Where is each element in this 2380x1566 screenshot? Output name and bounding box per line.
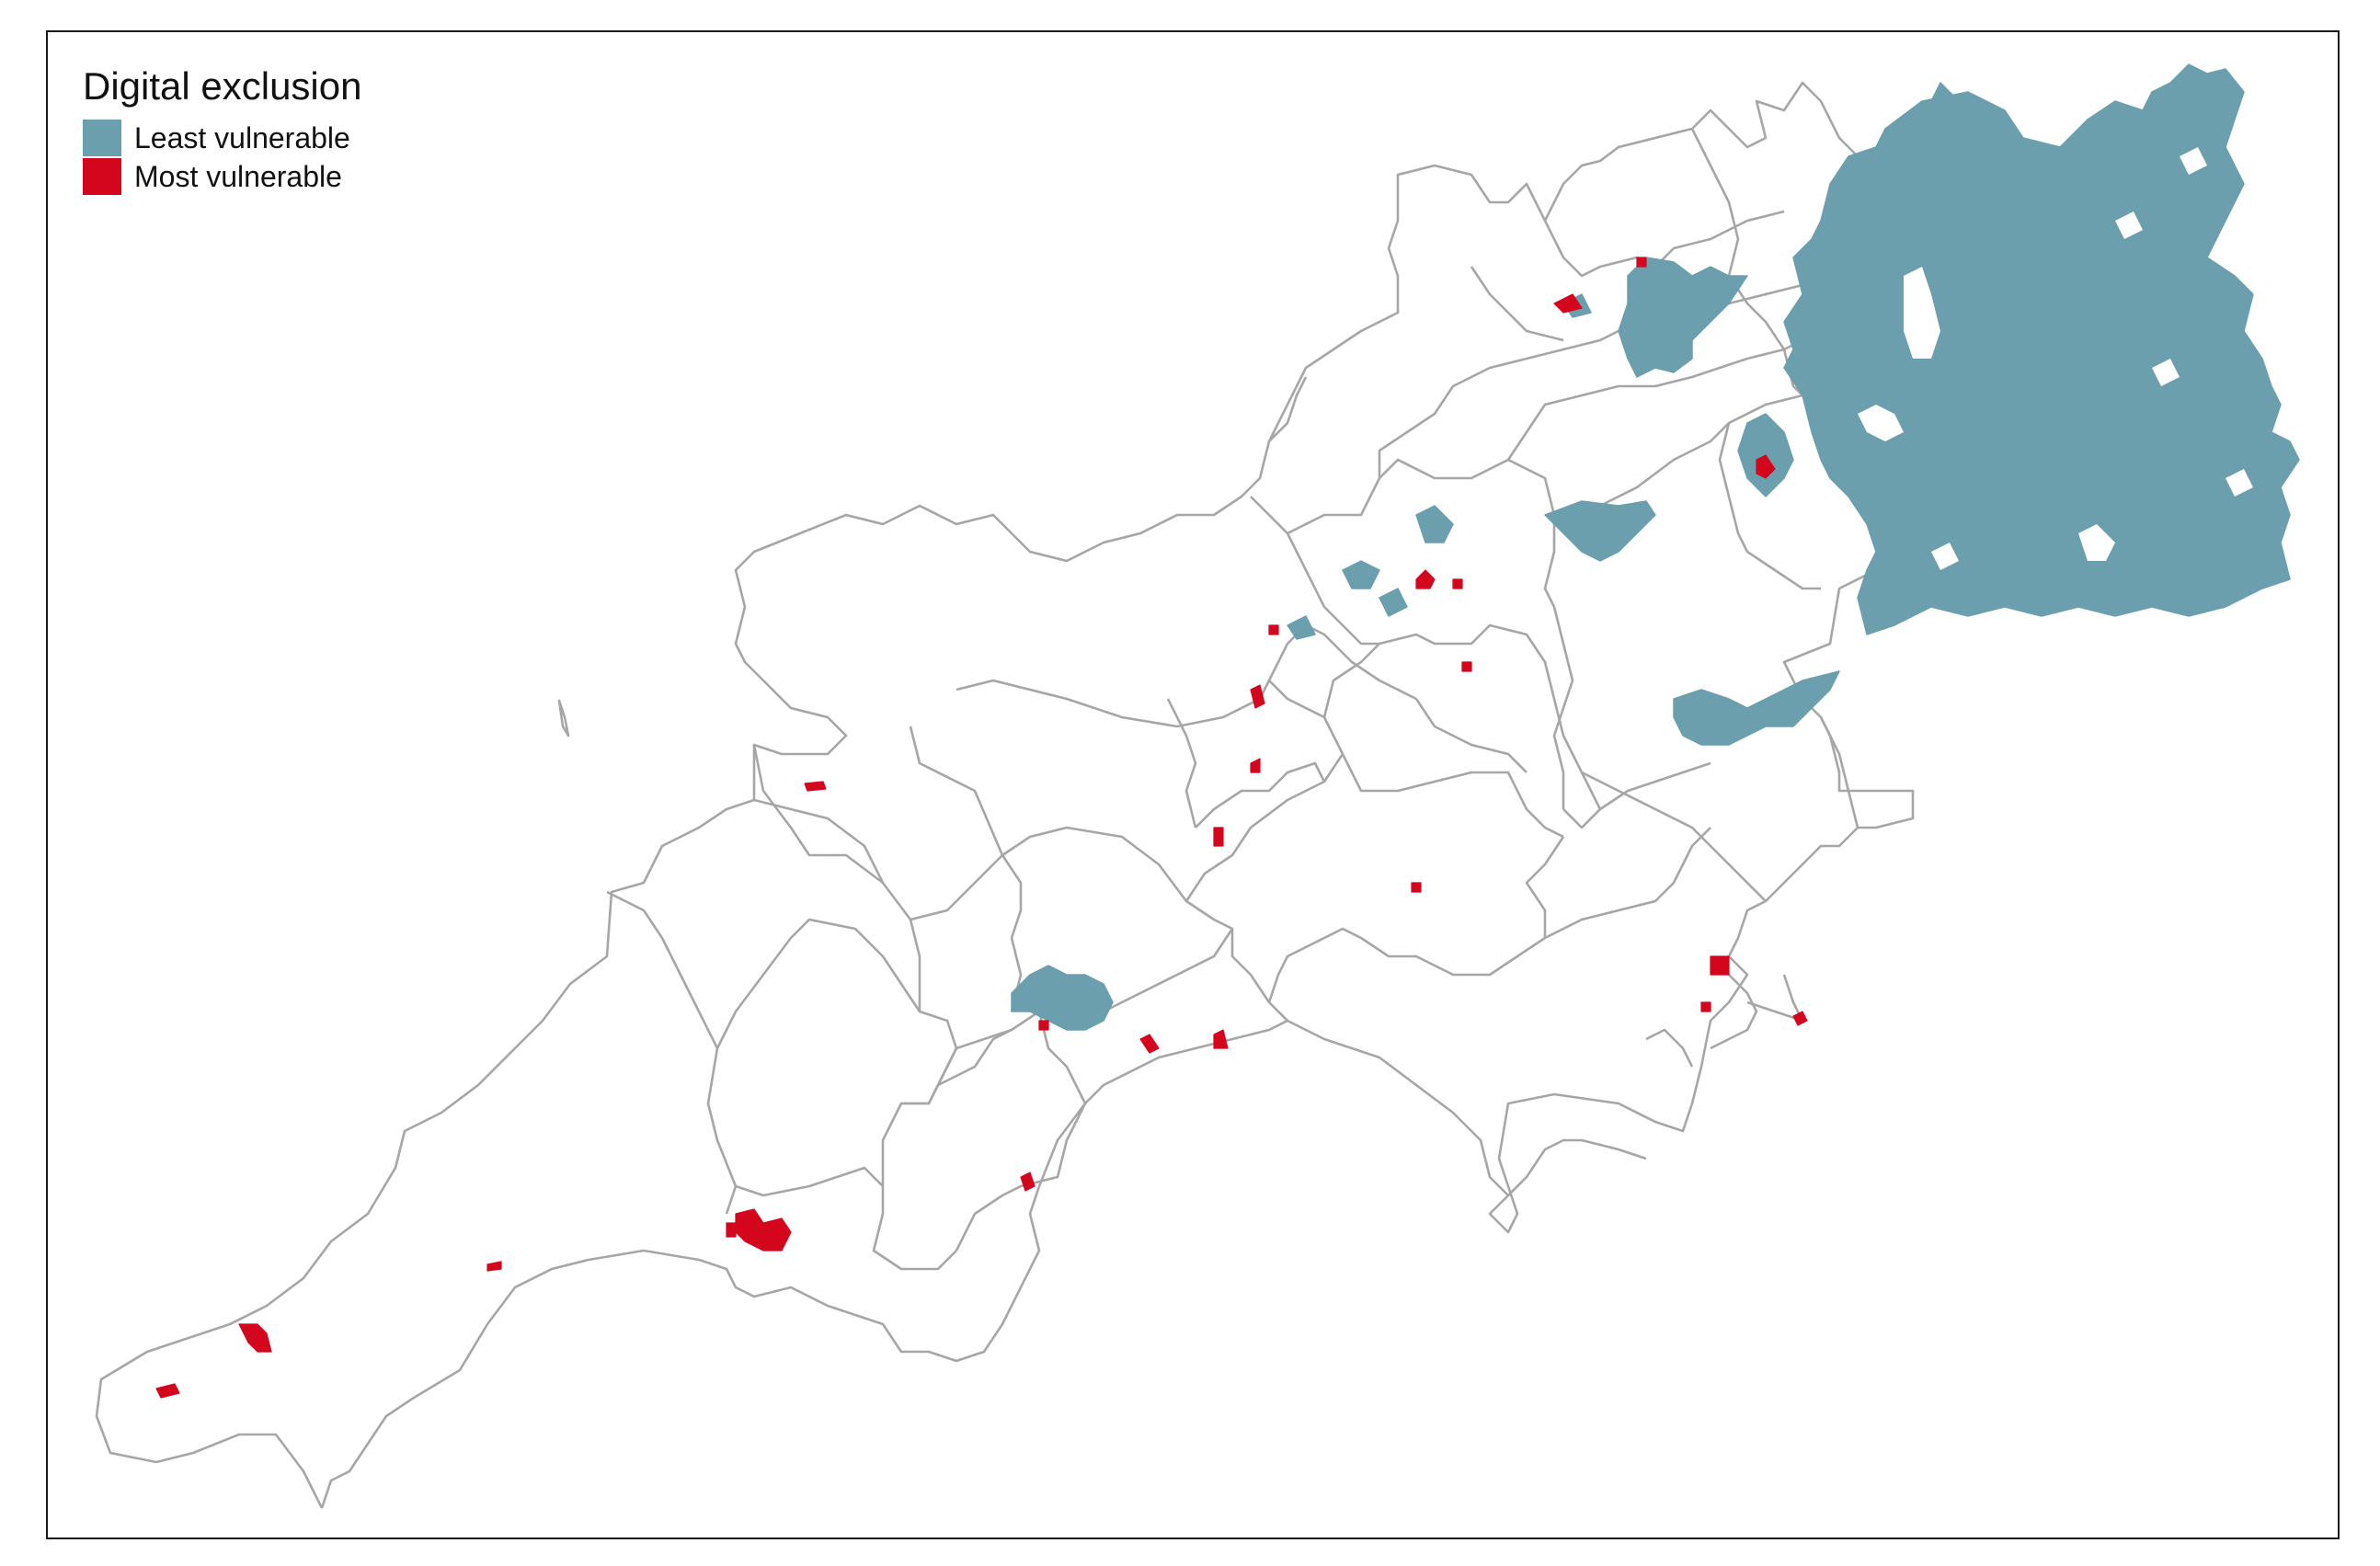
legend: Digital exclusion Least vulnerable Most … [83, 67, 361, 196]
least-vulnerable-areas [1011, 63, 2300, 1031]
boundary-line [1184, 752, 1564, 902]
most-area-central-devon [1250, 758, 1261, 773]
boundary-line [1507, 1138, 1647, 1196]
most-area-taunton-north [1250, 684, 1265, 709]
boundary-line [753, 798, 921, 1012]
most-area-exeter-south [1139, 1034, 1160, 1054]
boundary-line [910, 826, 1288, 1022]
most-area-north-devon [804, 781, 827, 792]
boundary-line [1690, 128, 1803, 396]
most-vulnerable-areas [155, 257, 1808, 1399]
least-area-coastal [1287, 615, 1316, 640]
least-area-northeast-tip [1912, 82, 1969, 139]
coast-line [1645, 1028, 1694, 1068]
coast-line [1268, 376, 1308, 442]
region-outline-south [320, 220, 1915, 1509]
boundary-line [1250, 496, 1379, 646]
least-area-exeter [1011, 965, 1114, 1031]
most-area-poole [1710, 955, 1730, 976]
legend-item-most-vulnerable: Most vulnerable [83, 157, 361, 196]
boundary-line [1378, 274, 1822, 478]
coast-line [1710, 974, 1758, 1050]
legend-label-most-vulnerable: Most vulnerable [134, 160, 342, 193]
boundary-line [1544, 827, 1711, 940]
most-area-yeovil [1411, 882, 1422, 893]
boundary-line [1718, 422, 1821, 590]
boundary-line [955, 623, 1417, 728]
most-area-west-cornwall [238, 1323, 272, 1353]
least-area-large-east [1783, 63, 2300, 635]
boundary-line [1470, 266, 1564, 342]
boundary-line [955, 1011, 1087, 1252]
boundary-line [606, 890, 738, 1215]
least-area-holes [1858, 147, 2253, 570]
boundary-line [1819, 716, 1859, 829]
boundary-line [1581, 771, 1767, 902]
most-area-bournemouth [1792, 1011, 1808, 1026]
boundary-line [1506, 338, 1803, 461]
most-area-north-tip [1636, 257, 1647, 268]
legend-label-least-vulnerable: Least vulnerable [134, 121, 350, 154]
most-area-exmouth [1213, 1029, 1229, 1049]
boundary-line [1268, 680, 1325, 719]
most-area-gloucester [1553, 293, 1583, 314]
boundary-line [1414, 698, 1528, 773]
most-area-plymouth [735, 1208, 792, 1252]
region-boundaries [95, 81, 1915, 1509]
most-area-exeter-near [1038, 1020, 1049, 1031]
least-area-west-mid-3 [1379, 588, 1408, 617]
boundary-line [1322, 623, 1602, 810]
boundary-line [1195, 761, 1326, 829]
boundary-line [1001, 854, 1023, 1012]
boundary-line [1553, 394, 1803, 517]
most-area-somerset-north [1268, 624, 1279, 635]
most-area-mid-devon [1213, 827, 1224, 847]
boundary-line [937, 1028, 1013, 1087]
region-outline [95, 81, 1859, 1509]
least-area-west-mid-2 [1415, 505, 1454, 543]
boundary-line [1562, 761, 1711, 829]
least-area-central-north [1544, 500, 1656, 562]
boundary-line [1287, 458, 1556, 608]
island-outline [557, 699, 570, 737]
boundary-line [735, 1166, 957, 1271]
boundary-line [909, 726, 1004, 856]
most-area-penzance [155, 1383, 180, 1399]
legend-swatch-least-vulnerable [83, 120, 121, 156]
least-area-south-east [1673, 670, 1840, 746]
least-area-north [1618, 257, 1748, 378]
most-area-weston [1461, 661, 1472, 672]
most-area-plymouth-2 [726, 1222, 737, 1238]
boundary-line [1166, 698, 1197, 829]
least-area-west-mid [1342, 560, 1380, 589]
most-area-cornwall-mid [486, 1261, 502, 1272]
boundary-line [1267, 836, 1565, 1003]
boundary-line [715, 918, 958, 1105]
legend-swatch-most-vulnerable [83, 158, 121, 195]
legend-item-least-vulnerable: Least vulnerable [83, 119, 361, 157]
legend-title: Digital exclusion [83, 64, 362, 108]
most-area-dorset-mid [1700, 1001, 1711, 1012]
most-area-bridgwater [1415, 569, 1436, 589]
boundary-line [752, 744, 884, 885]
most-area-swindon [1756, 454, 1776, 479]
most-area-somerset-east [1452, 578, 1463, 589]
boundary-line [1552, 606, 1574, 809]
most-area-torbay [1020, 1172, 1036, 1192]
